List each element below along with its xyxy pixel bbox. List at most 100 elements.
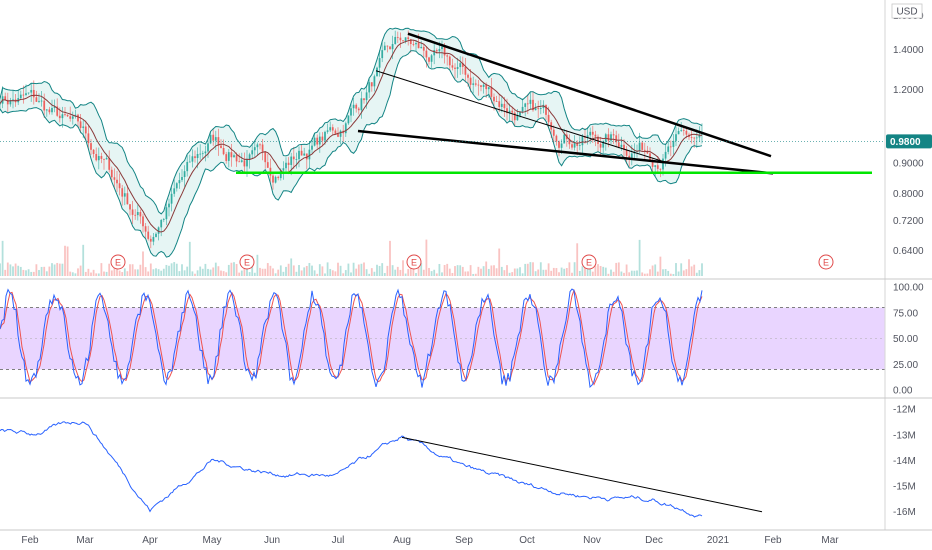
volume-bar: [560, 267, 563, 276]
candle-body: [485, 84, 488, 90]
volume-bar: [77, 268, 79, 276]
candle-body: [305, 153, 308, 160]
volume-bar: [295, 271, 298, 276]
volume-bar: [607, 273, 610, 276]
candle-body: [508, 110, 511, 114]
volume-bar: [113, 265, 116, 276]
volume-bar: [118, 270, 121, 276]
candle-body: [92, 149, 95, 154]
volume-bar: [160, 270, 163, 276]
x-tick-label: Nov: [583, 535, 601, 546]
candle-body: [181, 177, 183, 181]
oscillator-band: [0, 307, 885, 370]
accumulation-trendline: [401, 436, 763, 513]
candle-body: [363, 98, 365, 101]
candle-body: [199, 153, 202, 155]
volume-bar: [516, 268, 519, 276]
volume-bar: [266, 263, 269, 276]
volume-bar: [370, 268, 373, 276]
volume-bar: [563, 268, 566, 276]
candle-body: [313, 137, 316, 146]
volume-bar: [326, 262, 329, 276]
volume-bar: [586, 266, 589, 276]
volume-bar: [56, 262, 59, 276]
volume-bar: [27, 269, 30, 276]
candle-body: [266, 162, 269, 168]
candle-body: [238, 161, 241, 163]
volume-bar: [121, 272, 124, 276]
candle-body: [558, 141, 560, 148]
candle-body: [422, 46, 425, 51]
x-tick-label: Sep: [455, 535, 473, 546]
volume-bar: [685, 269, 688, 276]
candle-body: [412, 43, 415, 45]
candle-body: [272, 175, 274, 183]
candle-body: [360, 98, 363, 111]
volume-bar: [256, 254, 259, 276]
candle-body: [121, 188, 124, 197]
candle-body: [545, 104, 547, 115]
candle-body: [19, 94, 22, 99]
candle-body: [461, 63, 464, 67]
volume-bar: [617, 262, 620, 276]
volume-bar: [469, 265, 472, 276]
candle-body: [677, 130, 680, 135]
candle-body: [204, 151, 207, 154]
candle-body: [147, 231, 150, 239]
candle-body: [129, 204, 131, 210]
volume-bar: [542, 269, 545, 276]
volume-bar: [285, 266, 287, 276]
candle-body: [526, 103, 529, 105]
volume-bar: [6, 262, 9, 276]
bollinger-lower: [0, 50, 703, 258]
candle-body: [638, 142, 641, 151]
candle-body: [654, 165, 657, 167]
candle-body: [118, 183, 121, 189]
candle-body: [56, 106, 59, 116]
candle-body: [669, 146, 672, 148]
price-tick-label: 0.7200: [893, 216, 924, 227]
volume-bar: [199, 266, 202, 276]
volume-bar: [339, 265, 342, 276]
candle-body: [448, 56, 451, 66]
x-tick-label: May: [203, 535, 222, 546]
candle-body: [646, 150, 649, 154]
volume-bar: [443, 264, 446, 276]
volume-bar: [220, 270, 222, 276]
volume-bar: [64, 245, 66, 276]
candle-body: [9, 100, 12, 105]
volume-bar: [701, 263, 703, 276]
volume-bar: [521, 273, 524, 276]
volume-bar: [43, 266, 46, 276]
candle-body: [136, 212, 139, 216]
volume-bar: [90, 272, 92, 276]
volume-bar: [571, 272, 573, 276]
candle-body: [225, 154, 228, 161]
candle-body: [667, 146, 670, 152]
volume-bar: [321, 266, 324, 276]
candle-body: [66, 114, 69, 117]
candle-body: [175, 183, 178, 189]
volume-bar: [269, 265, 272, 276]
accumulation-panel: [0, 421, 763, 518]
x-tick-label: Oct: [519, 535, 535, 546]
volume-bar: [651, 265, 654, 276]
candle-body: [220, 145, 222, 148]
candle-body: [464, 66, 467, 75]
volume-bar: [441, 272, 443, 276]
volume-bar: [456, 265, 459, 276]
volume-bar: [438, 263, 441, 276]
volume-bar: [334, 271, 337, 276]
candle-body: [373, 76, 376, 87]
volume-bar: [209, 269, 212, 276]
candle-body: [45, 109, 48, 111]
volume-bar: [9, 264, 12, 276]
volume-bar: [558, 272, 560, 276]
candle-body: [355, 104, 358, 109]
volume-bar: [420, 263, 423, 276]
candle-body: [168, 203, 170, 208]
volume-bar: [155, 268, 157, 276]
earnings-marker: [818, 254, 834, 270]
candle-body: [186, 161, 189, 172]
